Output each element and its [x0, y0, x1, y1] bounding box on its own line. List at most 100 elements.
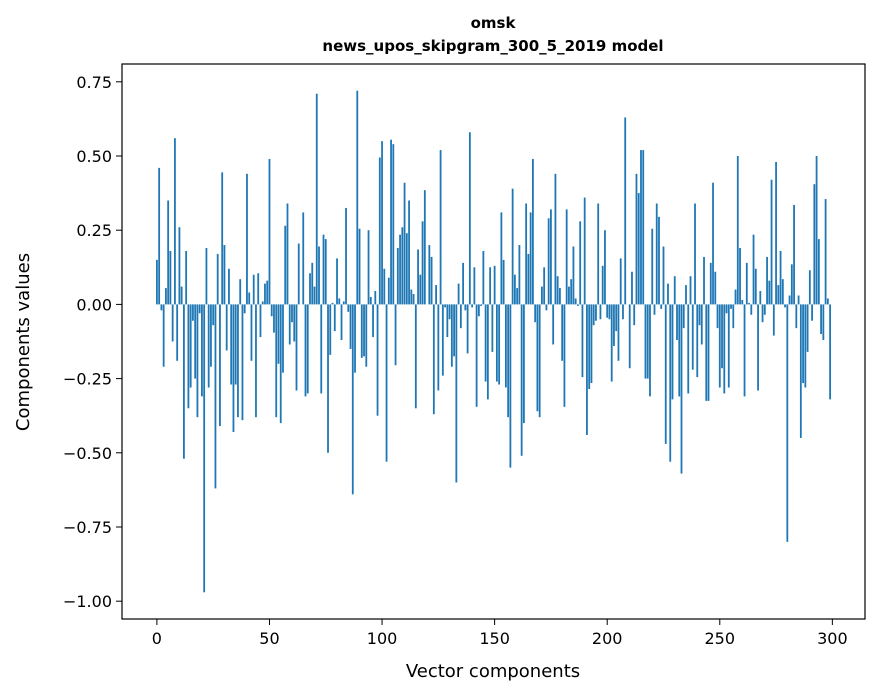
bar	[390, 140, 392, 305]
x-tick-label: 100	[367, 629, 398, 648]
bar	[219, 304, 221, 426]
bar	[293, 304, 295, 341]
bar	[735, 290, 737, 305]
bar	[728, 304, 730, 387]
bar	[552, 304, 554, 344]
bar	[449, 304, 451, 319]
bar	[640, 150, 642, 304]
bar	[768, 281, 770, 305]
bar	[464, 304, 466, 310]
bar	[737, 156, 739, 304]
bar	[188, 304, 190, 408]
bar	[777, 285, 779, 304]
y-tick-label: −1.00	[63, 592, 112, 611]
bar	[298, 244, 300, 305]
bar	[318, 247, 320, 305]
bar	[419, 275, 421, 305]
bar	[793, 205, 795, 304]
bar	[615, 304, 617, 331]
bar	[311, 263, 313, 305]
bar	[550, 209, 552, 304]
bar	[275, 304, 277, 417]
bar	[370, 297, 372, 304]
bar	[663, 247, 665, 305]
bar	[282, 304, 284, 372]
bar	[705, 304, 707, 400]
bar	[676, 304, 678, 340]
bar	[579, 221, 581, 304]
bar	[690, 276, 692, 304]
bar	[399, 235, 401, 305]
bar	[181, 287, 183, 305]
bar	[347, 304, 349, 311]
bar	[532, 159, 534, 304]
bar	[696, 304, 698, 377]
bar	[269, 159, 271, 304]
bar	[575, 298, 577, 304]
bar	[633, 304, 635, 325]
bar	[561, 304, 563, 360]
bar	[325, 239, 327, 304]
bar	[341, 304, 343, 340]
bar	[354, 304, 356, 372]
bar	[451, 304, 453, 366]
bar	[739, 248, 741, 304]
bar	[323, 235, 325, 305]
bar	[221, 172, 223, 304]
bar	[660, 304, 662, 308]
bar	[197, 304, 199, 417]
bar	[320, 304, 322, 393]
bar	[246, 174, 248, 305]
bar	[701, 304, 703, 344]
bar	[755, 269, 757, 305]
bar	[329, 304, 331, 354]
bar	[539, 304, 541, 417]
bar	[595, 304, 597, 320]
bar	[591, 304, 593, 383]
bar	[345, 208, 347, 304]
bar	[489, 267, 491, 304]
bar	[458, 284, 460, 305]
bar	[401, 227, 403, 304]
bar	[699, 304, 701, 325]
bar	[674, 276, 676, 304]
bar	[350, 304, 352, 349]
bar	[719, 304, 721, 387]
bar	[593, 304, 595, 325]
bar	[437, 304, 439, 390]
bar	[753, 235, 755, 305]
bar	[244, 304, 246, 313]
bar	[343, 301, 345, 304]
bar	[597, 203, 599, 304]
bar	[365, 304, 367, 366]
bar	[215, 304, 217, 488]
bar	[253, 275, 255, 305]
bar	[726, 304, 728, 313]
bar	[417, 249, 419, 304]
bar	[167, 201, 169, 305]
bar	[611, 304, 613, 381]
bar	[444, 304, 446, 307]
bar	[750, 304, 752, 314]
bar	[363, 304, 365, 356]
bar	[748, 303, 750, 304]
bar	[248, 293, 250, 305]
bar	[818, 239, 820, 304]
bar	[694, 203, 696, 304]
bar	[485, 304, 487, 381]
bar	[462, 263, 464, 305]
bar	[190, 304, 192, 387]
bar	[521, 304, 523, 455]
bar	[638, 193, 640, 304]
bar	[730, 304, 732, 308]
bar	[669, 304, 671, 461]
bar	[656, 203, 658, 304]
bar	[496, 304, 498, 381]
bar	[629, 304, 631, 368]
bar	[381, 141, 383, 304]
bar	[237, 304, 239, 417]
bar	[782, 279, 784, 304]
bar	[163, 304, 165, 366]
